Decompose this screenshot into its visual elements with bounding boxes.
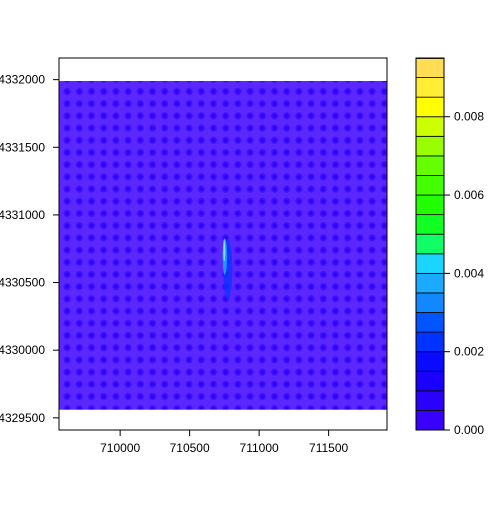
colorbar-swatch xyxy=(415,155,445,176)
y-tick-label: 4329500 xyxy=(0,411,45,425)
colorbar-swatch xyxy=(415,135,445,157)
x-tick-label: 711000 xyxy=(240,441,279,455)
colorbar-tick-label: 0.002 xyxy=(454,345,484,359)
colorbar-swatch xyxy=(415,272,445,294)
y-tick-label: 4332000 xyxy=(0,73,45,87)
y-axis: 4329500 4330000 4330500 4331000 4331500 43320… xyxy=(0,73,59,425)
colorbar-tick-label: 0.008 xyxy=(454,110,484,124)
colorbar-swatch xyxy=(415,116,445,137)
colorbar-swatch xyxy=(415,57,445,78)
colorbar-swatch xyxy=(415,331,445,353)
y-tick-label: 4330000 xyxy=(0,343,45,357)
colorbar-swatch xyxy=(415,77,445,98)
colorbar-swatch xyxy=(415,370,445,392)
colorbar-tick-label: 0.006 xyxy=(454,188,484,202)
plot-frame xyxy=(58,57,388,431)
plot-area xyxy=(58,57,388,431)
colorbar: 0.000 0.002 0.004 0.006 0.008 xyxy=(415,57,484,437)
colorbar-swatch xyxy=(415,253,445,274)
y-tick-label: 4331000 xyxy=(0,208,45,222)
x-axis: 710000 710500 711000 711500 xyxy=(100,430,349,455)
colorbar-swatch xyxy=(415,292,445,313)
colorbar-swatch xyxy=(415,214,445,235)
x-tick-label: 710500 xyxy=(170,441,210,455)
colorbar-swatch xyxy=(415,194,445,216)
colorbar-swatch xyxy=(415,175,445,196)
colorbar-swatch xyxy=(415,312,445,333)
x-tick-label: 710000 xyxy=(100,441,140,455)
colorbar-swatch xyxy=(415,410,445,431)
concentration-field xyxy=(59,80,387,410)
colorbar-tick-label: 0.004 xyxy=(454,266,484,280)
colorbar-tick-label: 0.000 xyxy=(454,423,484,437)
colorbar-swatch xyxy=(415,96,445,118)
colorbar-swatch xyxy=(415,351,445,372)
y-tick-label: 4330500 xyxy=(0,276,45,290)
x-tick-label: 711500 xyxy=(309,441,348,455)
colorbar-frame xyxy=(415,57,445,431)
colorbar-swatch xyxy=(415,390,445,411)
colorbar-swatch xyxy=(415,233,445,255)
hotspot-plume xyxy=(222,238,233,301)
y-tick-label: 4331500 xyxy=(0,140,45,154)
